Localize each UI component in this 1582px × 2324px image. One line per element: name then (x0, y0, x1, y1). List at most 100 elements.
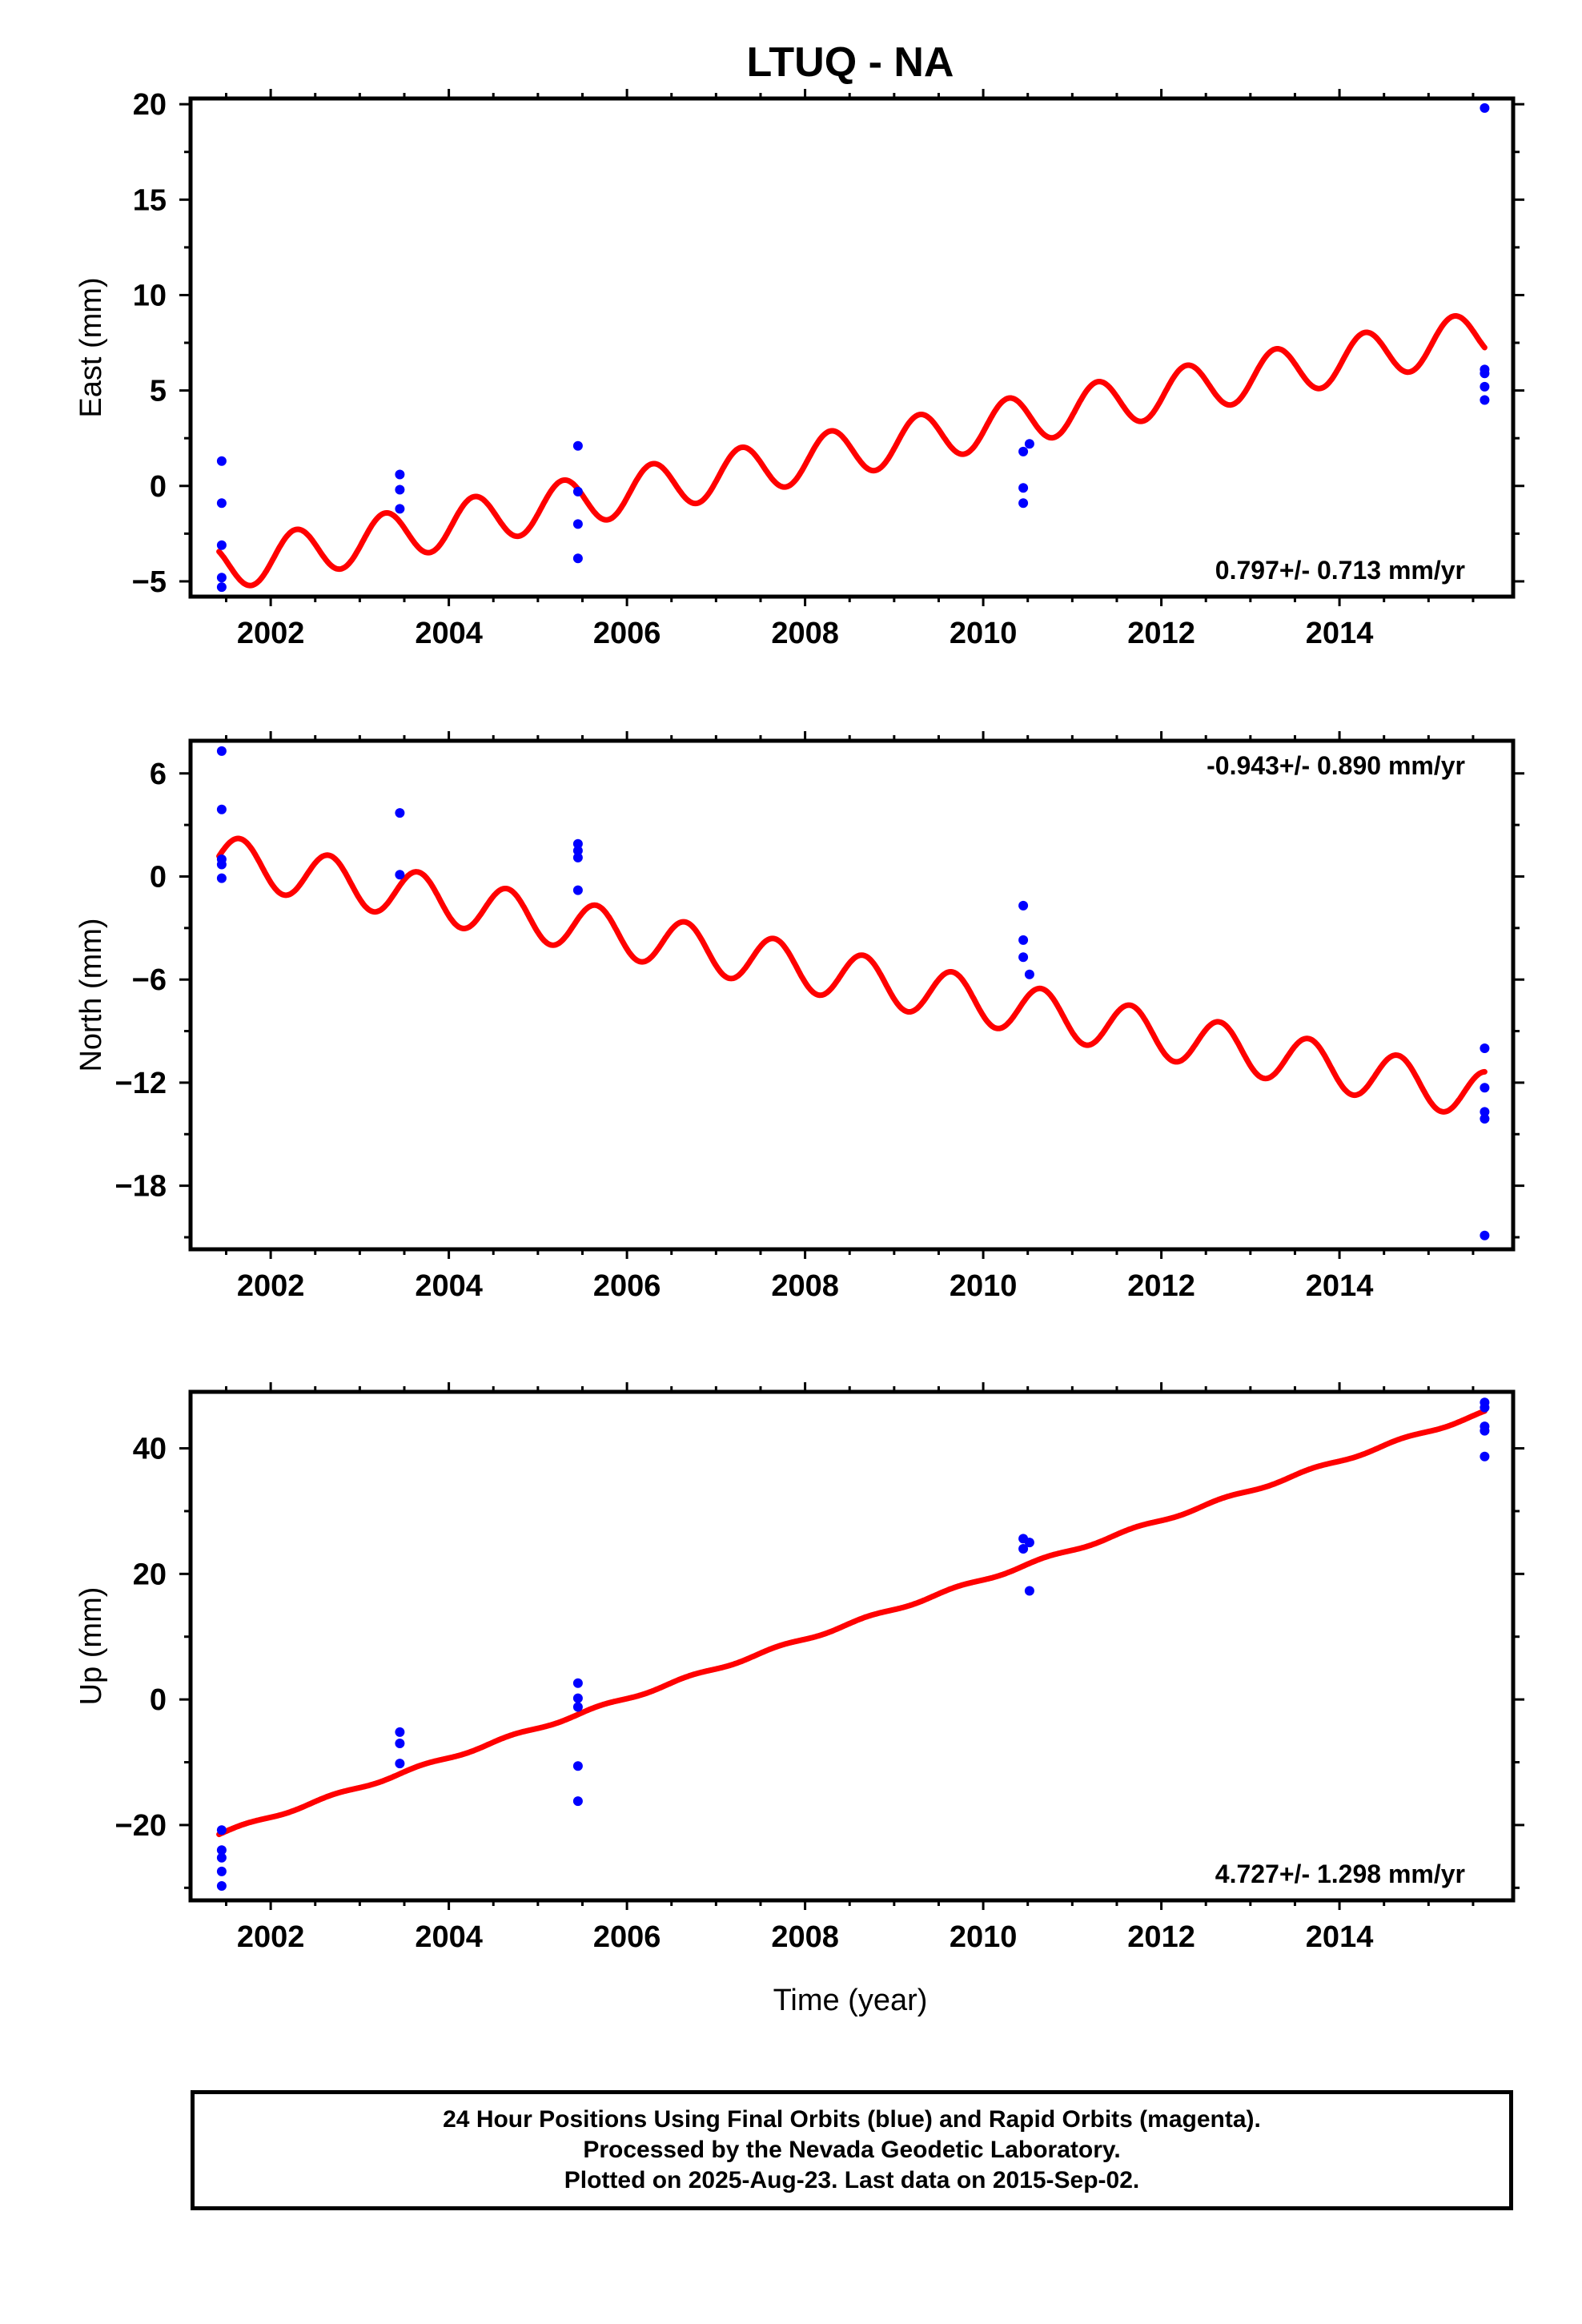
north-data-point-10 (572, 885, 583, 895)
east-data-point-1 (216, 498, 227, 509)
east-rate-label: 0.797+/- 0.713 mm/yr (1215, 556, 1465, 585)
north-data-point-13 (1018, 952, 1029, 963)
up-data-point-10 (572, 1702, 583, 1712)
east-data-point-16 (1480, 103, 1490, 113)
east-data-point-3 (216, 573, 227, 583)
east-data-point-19 (1480, 381, 1490, 392)
up-x-tick-label: 2004 (415, 1920, 483, 1954)
north-data-point-16 (1480, 1083, 1490, 1093)
up-y-axis-label: Up (mm) (74, 1587, 108, 1706)
footer-line-2: Processed by the Nevada Geodetic Laborat… (583, 2137, 1121, 2163)
up-data-point-21 (1480, 1451, 1490, 1462)
north-data-point-7 (572, 838, 583, 849)
footer-note-box: 24 Hour Positions Using Final Orbits (bl… (191, 2090, 1513, 2210)
north-data-point-0 (216, 746, 227, 756)
east-data-point-0 (216, 456, 227, 466)
north-data-point-11 (1018, 900, 1029, 911)
north-rate-label: -0.943+/- 0.890 mm/yr (1207, 751, 1465, 780)
north-data-point-1 (216, 804, 227, 814)
north-data-point-14 (1024, 969, 1034, 979)
north-data-point-19 (1480, 1230, 1490, 1240)
up-data-point-1 (216, 1845, 227, 1856)
up-plot-frame (188, 1389, 1516, 1903)
up-y-tick-label: 40 (133, 1433, 167, 1466)
east-y-tick-label: 5 (150, 375, 167, 408)
up-data-point-12 (572, 1796, 583, 1807)
up-x-tick-label: 2008 (771, 1920, 839, 1954)
east-data-point-15 (1024, 439, 1034, 449)
up-data-point-20 (1480, 1425, 1490, 1436)
north-x-tick-label: 2012 (1127, 1269, 1195, 1303)
up-data-point-8 (572, 1678, 583, 1688)
east-data-point-18 (1480, 368, 1490, 379)
east-data-point-20 (1480, 395, 1490, 405)
up-y-tick-label: 0 (150, 1683, 167, 1717)
north-y-axis-label: North (mm) (74, 918, 108, 1072)
north-data-point-3 (216, 859, 227, 870)
east-data-point-14 (1018, 498, 1029, 509)
east-data-point-4 (216, 582, 227, 593)
up-data-point-4 (216, 1881, 227, 1891)
up-x-tick-label: 2002 (237, 1920, 305, 1954)
north-data-point-9 (572, 852, 583, 862)
east-data-point-9 (572, 486, 583, 497)
up-panel: 2002 2004 2006 2008 2010 2012 2014 −20 0 20 40 Up (… (74, 1382, 1524, 1954)
north-data-point-4 (216, 873, 227, 883)
east-x-tick-label: 2012 (1127, 617, 1195, 650)
up-rate-label: 4.727+/- 1.298 mm/yr (1215, 1860, 1465, 1888)
east-data-point-12 (1018, 446, 1029, 456)
north-x-tick-label: 2004 (415, 1269, 483, 1303)
east-data-point-13 (1018, 483, 1029, 493)
up-data-point-18 (1480, 1402, 1490, 1413)
up-data-point-16 (1024, 1586, 1034, 1596)
up-data-point-9 (572, 1693, 583, 1703)
up-data-point-5 (395, 1727, 405, 1737)
footer-line-3: Plotted on 2025-Aug-23. Last data on 201… (564, 2167, 1140, 2193)
up-data-point-14 (1018, 1544, 1029, 1554)
up-model-curve (216, 1408, 1488, 1838)
east-panel: 2002 2004 2006 2008 2010 2012 2014 −5 0 5 10 15 20 Ea… (74, 88, 1524, 650)
north-data-point-15 (1480, 1043, 1490, 1053)
up-data-point-2 (216, 1852, 227, 1863)
north-x-tick-label: 2014 (1306, 1269, 1374, 1303)
east-plot-frame (188, 96, 1516, 599)
figure-title: LTUQ - NA (747, 39, 954, 86)
east-data-point-7 (395, 504, 405, 514)
east-x-tick-label: 2014 (1306, 617, 1374, 650)
east-data-point-8 (572, 440, 583, 451)
east-y-tick-label: 0 (150, 470, 167, 504)
north-data-point-18 (1480, 1114, 1490, 1124)
north-y-tick-label: 0 (150, 860, 167, 894)
up-y-tick-label: −20 (115, 1809, 167, 1843)
up-x-tick-label: 2010 (950, 1920, 1018, 1954)
east-x-tick-label: 2002 (237, 617, 305, 650)
east-y-tick-label: 10 (133, 279, 167, 312)
east-data-point-6 (395, 485, 405, 495)
north-x-tick-label: 2006 (593, 1269, 661, 1303)
north-model-curve (216, 835, 1488, 1115)
north-y-tick-label: −18 (115, 1170, 167, 1204)
north-plot-frame (188, 738, 1516, 1252)
up-data-point-11 (572, 1761, 583, 1771)
east-x-tick-label: 2006 (593, 617, 661, 650)
east-data-point-5 (395, 469, 405, 480)
north-x-tick-label: 2008 (771, 1269, 839, 1303)
up-x-tick-label: 2012 (1127, 1920, 1195, 1954)
east-y-axis-label: East (mm) (74, 277, 108, 417)
east-data-point-2 (216, 540, 227, 550)
north-y-tick-label: −12 (115, 1067, 167, 1100)
east-y-tick-label: 20 (133, 88, 167, 122)
up-data-point-7 (395, 1759, 405, 1769)
north-y-tick-label: 6 (150, 758, 167, 791)
east-y-tick-label: 15 (133, 183, 167, 217)
east-x-tick-label: 2004 (415, 617, 483, 650)
east-y-tick-label: −5 (132, 565, 167, 599)
north-panel: 2002 2004 2006 2008 2010 2012 2014 −18 −12 −6 0 6 No… (74, 731, 1524, 1303)
up-data-point-3 (216, 1866, 227, 1876)
east-data-point-10 (572, 519, 583, 529)
north-data-point-6 (395, 870, 405, 880)
up-y-tick-label: 20 (133, 1558, 167, 1591)
x-axis-label: Time (year) (773, 1984, 928, 2017)
up-data-point-6 (395, 1739, 405, 1748)
